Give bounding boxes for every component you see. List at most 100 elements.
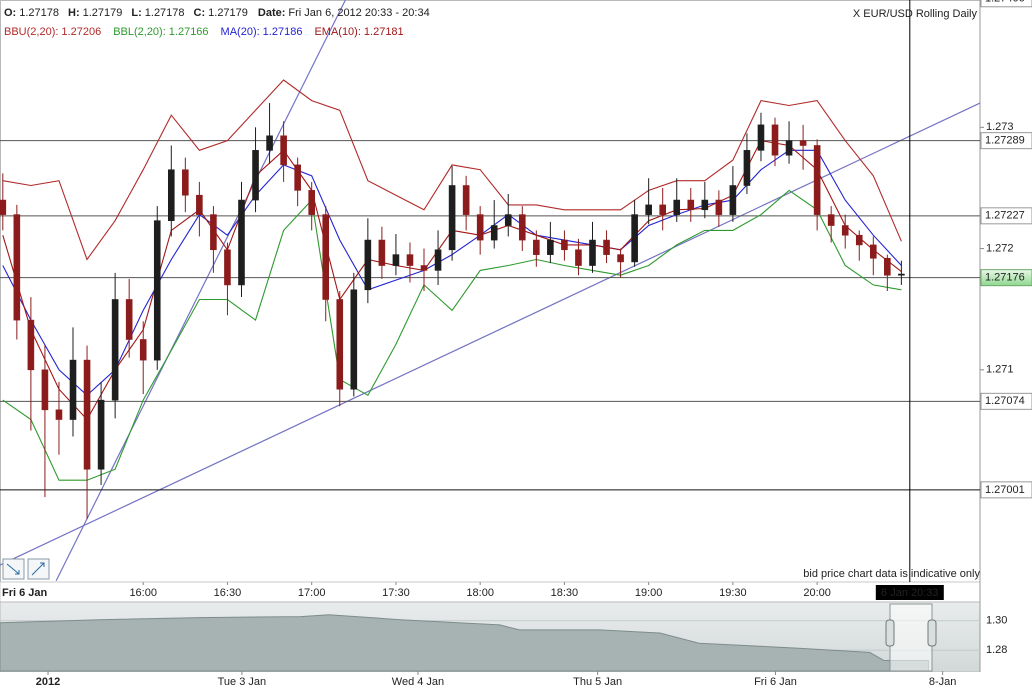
- candle-body: [645, 204, 652, 215]
- level-label-box: [980, 392, 1032, 410]
- candle-body: [855, 234, 863, 246]
- nav-x-tick-label: Wed 4 Jan: [392, 676, 444, 688]
- legend: BBU(2,20): 1.27206 BBL(2,20): 1.27166 MA(20)…: [4, 26, 404, 38]
- nav-window-handle[interactable]: [927, 619, 937, 647]
- candle-body: [378, 239, 386, 266]
- candle-body: [167, 169, 175, 221]
- tool-buttons: [2, 558, 50, 580]
- nav-x-tick-label: 8-Jan: [929, 676, 957, 688]
- candle-body: [196, 194, 203, 215]
- x-tick-label: 18:00: [466, 587, 494, 599]
- candle-body: [701, 199, 709, 211]
- candle-body: [280, 135, 287, 166]
- x-tick-label: 17:30: [382, 587, 410, 599]
- x-start-label: Fri 6 Jan: [2, 587, 48, 599]
- ohlc-header-part: C:: [194, 7, 206, 19]
- candle-body: [715, 199, 723, 215]
- candle-body: [364, 239, 372, 291]
- candle-body: [434, 249, 442, 271]
- top-marker: 1.27406: [980, 0, 1032, 8]
- ohlc-header-part: 1.27178: [145, 7, 185, 19]
- candle-body: [729, 185, 737, 215]
- candle-body: [771, 124, 779, 156]
- legend-part: BBL(2,20):: [113, 26, 166, 38]
- candle-body: [125, 299, 133, 340]
- x-tick-label: 16:30: [214, 587, 242, 599]
- candle-body: [589, 239, 596, 266]
- candle-body: [182, 169, 189, 196]
- cursor-label: 6 Jan 20:33: [881, 587, 939, 599]
- y-tick-label: 1.273: [986, 121, 1014, 133]
- ohlc-header-part: L:: [131, 7, 141, 19]
- x-tick-label: 19:30: [719, 587, 747, 599]
- navigator: 1.30 1.28 2012 Tue 3 Jan Wed 4 Jan Thu 5 Jan F…: [0, 603, 1007, 688]
- trend-line: [55, 0, 346, 582]
- plot-area: [0, 0, 980, 582]
- chart-title: X EUR/USD Rolling Daily: [853, 8, 978, 20]
- ohlc-header-part: O:: [4, 7, 16, 19]
- nav-x-tick-label: 2012: [36, 676, 60, 688]
- ohlc-header-part: Date:: [258, 7, 286, 19]
- candle-body: [322, 214, 330, 300]
- indicator-line: [2, 189, 902, 481]
- candle-body: [827, 214, 835, 226]
- candle-body: [294, 164, 301, 191]
- candle-body: [785, 140, 793, 156]
- candle-body: [153, 220, 161, 361]
- legend-part: BBU(2,20):: [4, 26, 58, 38]
- candle-body: [224, 249, 231, 286]
- candle-body: [659, 204, 666, 215]
- candle-body: [547, 239, 554, 255]
- candle-body: [504, 214, 512, 226]
- nav-y-tick-label: 1.30: [986, 615, 1007, 627]
- candle-body: [575, 249, 582, 266]
- y-tick-label: 1.272: [986, 242, 1014, 254]
- ohlc-header: O: 1.27178 H: 1.27179 L: 1.27178 C: 1.27179 Date…: [4, 7, 430, 19]
- x-tick-label: 16:00: [129, 587, 157, 599]
- candle-body: [41, 369, 49, 411]
- nav-y-tick-label: 1.28: [986, 644, 1007, 656]
- candle-body: [252, 150, 259, 201]
- nav-x-tick-label: Fri 6 Jan: [754, 676, 797, 688]
- level-label: 1.27227: [985, 210, 1025, 222]
- top-marker-box: [980, 0, 1032, 8]
- candle-body: [406, 254, 414, 266]
- candle-body: [83, 359, 91, 470]
- candle-body: [392, 254, 400, 266]
- candle-body: [0, 199, 7, 215]
- candle-body: [69, 359, 77, 420]
- tool-icon: [6, 563, 20, 575]
- level-label: 1.27074: [985, 395, 1025, 407]
- x-tick-label: 20:00: [803, 587, 831, 599]
- level-label: 1.27289: [985, 135, 1025, 147]
- candle-body: [869, 244, 877, 259]
- ohlc-header-part: 1.27178: [19, 7, 59, 19]
- level-label: 1.27001: [985, 484, 1025, 496]
- y-tick-label: 1.271: [986, 364, 1014, 376]
- overlay: 6 Jan 20:33O: 1.27178 H: 1.27179 L: 1.27178 C:…: [4, 7, 944, 600]
- candle-body: [210, 214, 217, 251]
- nav-window[interactable]: [889, 603, 933, 672]
- candle-body: [518, 214, 526, 241]
- candle-body: [617, 254, 624, 263]
- candle-body: [97, 399, 105, 470]
- nav-x-tick-label: Tue 3 Jan: [218, 676, 267, 688]
- ohlc-header-part: 1.27179: [83, 7, 123, 19]
- candle-body: [799, 140, 807, 146]
- candle-body: [743, 150, 751, 186]
- ohlc-header-part: H:: [68, 7, 80, 19]
- legend-part: 1.27206: [61, 26, 101, 38]
- legend-part: MA(20):: [221, 26, 260, 38]
- candle-body: [757, 124, 765, 151]
- legend-part: 1.27186: [263, 26, 303, 38]
- candle-body: [350, 289, 358, 390]
- indicator-line: [2, 79, 902, 261]
- x-tick-label: 17:00: [298, 587, 326, 599]
- x-tick-label: 18:30: [551, 587, 579, 599]
- candle-body: [841, 225, 849, 236]
- candle-body: [13, 214, 21, 321]
- current-price-box: [980, 269, 1032, 287]
- nav-window-handle[interactable]: [885, 619, 895, 647]
